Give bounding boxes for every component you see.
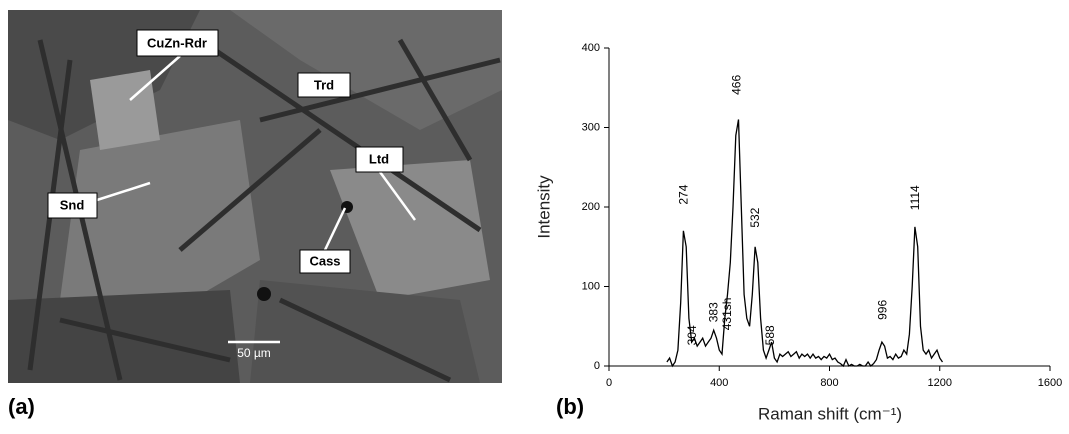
x-tick-label: 800: [820, 377, 838, 389]
x-tick-label: 400: [710, 377, 728, 389]
x-tick-label: 0: [606, 377, 612, 389]
scale-bar-label: 50 µm: [237, 346, 271, 360]
mineral-label: Cass: [309, 253, 340, 268]
peak-label: 274: [677, 184, 691, 204]
y-tick-label: 100: [582, 280, 600, 292]
mineral-label: Snd: [60, 197, 85, 212]
mineral-label: CuZn-Rdr: [147, 35, 207, 50]
x-tick-label: 1600: [1038, 377, 1062, 389]
peak-label: 1114: [908, 185, 922, 210]
peak-label: 996: [876, 300, 890, 320]
peak-label: 532: [748, 207, 762, 227]
peak-label: 588: [763, 325, 777, 345]
y-tick-label: 200: [582, 201, 600, 213]
x-axis-label: Raman shift (cm⁻¹): [758, 404, 902, 423]
y-tick-label: 300: [582, 121, 600, 133]
peak-label: 383: [707, 302, 721, 322]
y-tick-label: 400: [582, 42, 600, 54]
sem-image: CuZn-Rdr Trd Snd Ltd Cass 50 µm: [8, 10, 502, 383]
panel-label: (a): [8, 394, 35, 419]
peak-label: 304: [685, 325, 699, 345]
peak-label: 466: [730, 75, 744, 95]
mineral-label: Ltd: [369, 151, 389, 166]
mineral-label: Trd: [314, 77, 334, 92]
peak-label: 431sh: [720, 298, 734, 331]
page: {"image_panel": {"panel_label": "(a)", "…: [0, 0, 1069, 429]
y-axis-label: Intensity: [534, 175, 553, 239]
panel-label: (b): [556, 394, 584, 419]
spectrum-line: [667, 120, 943, 367]
y-tick-label: 0: [594, 360, 600, 372]
figure: CuZn-Rdr Trd Snd Ltd Cass 50 µm (a) (b) …: [0, 0, 1069, 429]
x-tick-label: 1200: [928, 377, 952, 389]
